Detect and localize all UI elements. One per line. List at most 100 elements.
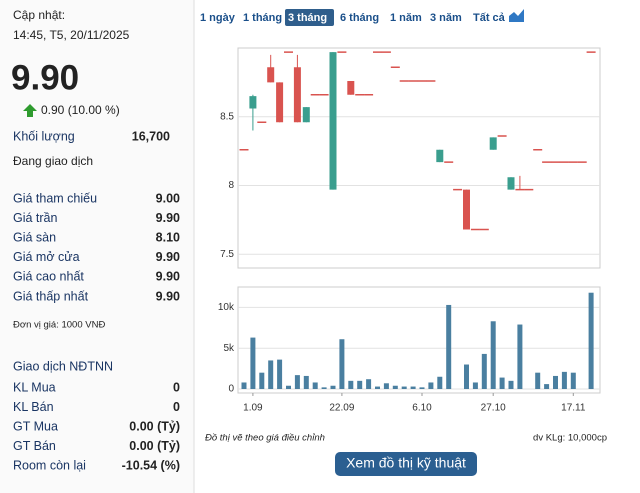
icon-shape	[509, 9, 524, 22]
candle-body	[559, 161, 569, 163]
candle-body	[329, 52, 337, 190]
candle-body	[417, 80, 427, 82]
candle-body	[408, 80, 418, 82]
price-row-label: Giá tham chiếu	[13, 191, 97, 205]
period-tab[interactable]: 3 năm	[430, 12, 462, 24]
volume-bar	[330, 385, 336, 389]
price-row-value: 9.90	[156, 250, 180, 264]
period-tab[interactable]: 1 năm	[390, 12, 422, 24]
volume-value: 16,700	[132, 129, 170, 143]
candle-body	[364, 94, 374, 96]
volume-bar	[410, 386, 416, 389]
volume-bar	[472, 382, 478, 389]
x-tick-label: 17.11	[561, 403, 586, 414]
candle-body	[337, 51, 347, 53]
period-tab[interactable]: 1 ngày	[200, 12, 236, 24]
volume-bar	[401, 386, 407, 389]
volume-bar	[419, 387, 425, 389]
x-tick-label: 27.10	[481, 403, 506, 414]
volume-bar	[490, 321, 496, 389]
x-tick-label: 22.09	[329, 403, 354, 414]
foreign-row-label: GT Bán	[13, 439, 56, 453]
candle-body	[524, 188, 534, 191]
candle-body	[551, 161, 560, 163]
candle-body	[267, 67, 275, 83]
candle-body	[249, 96, 257, 109]
volume-bar	[437, 376, 443, 389]
tab-active-bg	[285, 9, 334, 26]
candle-body	[479, 228, 489, 231]
candle-body	[390, 66, 400, 68]
candle-body	[577, 161, 587, 163]
candle-body	[293, 67, 301, 123]
volume-bar	[561, 371, 567, 389]
volume-bar	[508, 380, 514, 389]
volume-bar	[303, 375, 309, 389]
volume-bar	[250, 337, 256, 389]
updated-time: 14:45, T5, 20/11/2025	[13, 28, 130, 42]
x-tick-label: 1.09	[243, 403, 263, 414]
candle-body	[470, 228, 480, 231]
period-tab[interactable]: 3 tháng	[288, 12, 327, 24]
candle-body	[497, 135, 507, 137]
price-row-label: Giá mở cửa	[13, 250, 80, 264]
volume-bar	[357, 380, 363, 389]
foreign-row-value: 0.00 (Tỷ)	[129, 439, 180, 453]
candle-body	[453, 188, 463, 191]
volume-bar	[517, 324, 523, 389]
foreign-row-value: -10.54 (%)	[122, 458, 180, 472]
up-arrow	[23, 104, 37, 117]
candle-body	[381, 51, 391, 53]
y-tick-label: 8.5	[220, 111, 234, 122]
volume-bar	[366, 379, 372, 389]
candle-body	[436, 149, 444, 163]
volume-bar	[464, 364, 469, 389]
foreign-row-value: 0	[173, 380, 180, 394]
volume-bar	[241, 382, 247, 389]
volume-bar	[321, 387, 327, 389]
price-row-label: Giá thấp nhất	[13, 289, 89, 303]
candle-body	[319, 94, 329, 96]
price-change: 0.90 (10.00 %)	[41, 103, 120, 117]
y-tick-label: 0	[228, 384, 234, 395]
candle-body	[426, 80, 436, 82]
candle-body	[399, 80, 409, 82]
price-row-value: 8.10	[156, 230, 180, 244]
candle-body	[284, 51, 293, 53]
volume-bar	[312, 382, 318, 389]
period-tab[interactable]: 6 tháng	[340, 12, 379, 24]
foreign-row-label: Room còn lại	[13, 458, 86, 472]
candle-body	[568, 161, 578, 163]
foreign-row-label: KL Mua	[13, 380, 56, 394]
volume-bar	[286, 385, 291, 389]
volume-bar	[588, 292, 594, 389]
volume-bar	[428, 382, 434, 389]
price-row-value: 9.90	[156, 270, 180, 284]
y-tick-label: 10k	[218, 302, 235, 313]
button-label: Xem đồ thị kỹ thuật	[346, 455, 466, 471]
price: 9.90	[11, 58, 79, 97]
unit-note: Đơn vị giá: 1000 VNĐ	[13, 320, 105, 331]
volume-bar	[294, 375, 300, 389]
technical-button[interactable]: Xem đồ thị kỹ thuật	[335, 452, 477, 476]
period-tab[interactable]: 1 tháng	[243, 12, 282, 24]
candle-body	[257, 121, 267, 123]
candle-body	[489, 137, 497, 150]
candle-body	[373, 51, 382, 53]
foreign-row-value: 0.00 (Tỷ)	[129, 419, 180, 433]
foreign-row-label: KL Bán	[13, 400, 54, 414]
candle-body	[515, 188, 525, 191]
y-tick-label: 5k	[223, 343, 235, 354]
info-panel	[0, 0, 194, 493]
candle-body	[463, 189, 470, 230]
foreign-title: Giao dịch NĐTNN	[13, 359, 113, 373]
button-bg	[335, 452, 477, 476]
period-tab[interactable]: Tất cả	[473, 12, 506, 24]
volume-bar	[446, 304, 452, 389]
chart-icon[interactable]	[509, 8, 524, 22]
foreign-row-value: 0	[173, 400, 180, 414]
candle-body	[507, 177, 515, 190]
volume-bar	[339, 339, 345, 389]
candle-body	[239, 149, 249, 151]
